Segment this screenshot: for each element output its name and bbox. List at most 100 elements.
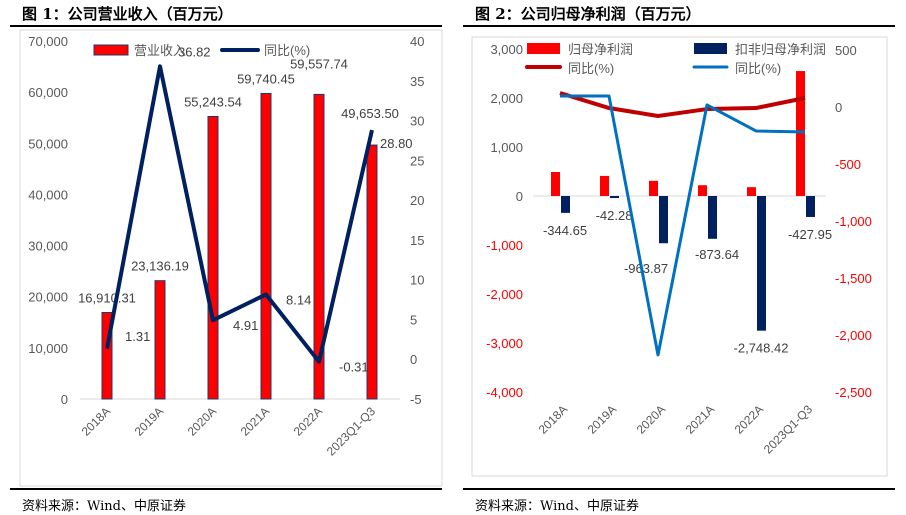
revenue-bar [101,312,113,400]
net-profit-bar [551,171,560,196]
deducted-net-profit-bar [561,196,570,213]
revenue-data-label: 59,557.74 [290,56,348,71]
legend-deducted-label: 扣非归母净利润 [735,42,826,57]
deducted-net-profit-bar [659,196,668,244]
revenue-data-label: 49,653.50 [341,106,399,121]
x-tick-label: 2023Q1-Q3 [761,402,815,456]
net-profit-bar [649,180,658,196]
y-left-tick: 70,000 [28,34,68,49]
chart1-title: 图 1：公司营业收入（百万元） [22,5,233,23]
y-left-tick: 3,000 [490,42,523,57]
y-right-tick: 20 [410,193,424,208]
legend-revenue-label: 营业收入 [134,43,186,58]
deducted-data-label: -42.28 [596,208,633,223]
x-tick-label: 2020A [634,402,668,436]
revenue-bar [260,92,272,400]
x-tick-label: 2018A [79,404,113,438]
legend-yoy-label: 同比(%) [264,43,310,58]
yoy-data-label: 28.80 [380,136,413,151]
revenue-bar [313,93,325,400]
revenue-data-label: 16,910.31 [78,291,136,306]
chart1-bottom-rule [10,488,442,490]
y-left-tick: 30,000 [28,239,68,254]
legend-deducted-swatch [694,43,727,54]
x-tick-label: 2022A [291,404,325,438]
yoy-data-label: 36.82 [178,44,211,59]
y-left-tick: 1,000 [490,140,523,155]
legend-net-profit-swatch [527,43,560,54]
deducted-data-label: -2,748.42 [734,341,789,356]
yoy-data-label: 1.31 [125,329,150,344]
revenue-data-label: 55,243.54 [184,94,242,109]
net-profit-bar [796,71,805,196]
y-right-tick: -2,000 [835,328,872,343]
y-right-tick: 40 [410,34,424,49]
yoy-data-label: 4.91 [233,318,258,333]
y-left-tick: 10,000 [28,341,68,356]
x-tick-label: 2021A [238,404,272,438]
y-left-tick: 40,000 [28,187,68,202]
y-left-tick: -2,000 [486,287,523,302]
y-right-tick: 0 [835,100,842,115]
y-right-tick: 15 [410,233,424,248]
revenue-bar [154,280,166,400]
y-right-tick: 25 [410,153,424,168]
legend-net-profit-label: 归母净利润 [568,42,633,57]
deducted-net-profit-bar [757,196,766,331]
chart1-frame [19,29,443,487]
y-left-tick: -1,000 [486,238,523,253]
y-left-tick: 50,000 [28,136,68,151]
x-tick-label: 2020A [185,404,219,438]
net-profit-bar [600,175,609,196]
chart1-source: 资料来源：Wind、中原证券 [22,499,186,514]
chart2-bottom-rule [463,488,895,490]
chart2-title: 图 2：公司归母净利润（百万元） [475,5,701,23]
x-tick-label: 2019A [585,402,619,436]
net-profit-yoy-line [559,91,806,119]
deducted-data-label: -873.64 [695,247,739,262]
y-left-tick: 0 [61,392,68,407]
y-right-tick: 30 [410,114,424,129]
y-right-tick: 35 [410,74,424,89]
y-right-tick: -500 [835,157,861,172]
revenue-data-label: 23,136.19 [131,259,189,274]
chart1-top-rule [10,25,442,27]
y-right-tick: -1,500 [835,271,872,286]
x-tick-label: 2019A [132,404,166,438]
deducted-data-label: -427.95 [788,227,832,242]
y-left-tick: 60,000 [28,85,68,100]
y-left-tick: -4,000 [486,385,523,400]
revenue-bar [366,144,378,400]
deducted-net-profit-bar [610,196,619,199]
net-profit-bar [747,187,756,196]
yoy-data-label: -0.31 [339,360,369,375]
revenue-data-label: 59,740.45 [237,71,295,86]
y-right-tick: -1,000 [835,214,872,229]
yoy-line [105,64,374,364]
chart2-top-rule [463,25,895,27]
legend-net-yoy-label: 同比(%) [568,61,614,76]
y-right-tick: -5 [410,392,422,407]
x-tick-label: 2021A [683,402,717,436]
y-right-tick: 5 [410,312,417,327]
net-profit-bar [698,185,707,196]
deducted-yoy-line [560,94,806,357]
y-left-tick: -3,000 [486,336,523,351]
y-left-tick: 2,000 [490,91,523,106]
deducted-net-profit-bar [806,196,815,217]
x-tick-label: 2023Q1-Q3 [324,404,378,458]
deducted-data-label: -344.65 [543,223,587,238]
yoy-data-label: 8.14 [286,292,311,307]
y-left-tick: 20,000 [28,290,68,305]
chart2-source: 资料来源：Wind、中原证券 [475,499,639,514]
y-right-tick: -2,500 [835,385,872,400]
deducted-net-profit-bar [708,196,717,239]
legend-revenue-swatch [93,44,129,56]
revenue-bar [207,115,219,400]
y-left-tick: 0 [516,189,523,204]
x-tick-label: 2018A [536,402,570,436]
deducted-data-label: -963.87 [624,261,668,276]
y-right-tick: 500 [835,43,857,58]
chart2-frame [471,36,888,477]
